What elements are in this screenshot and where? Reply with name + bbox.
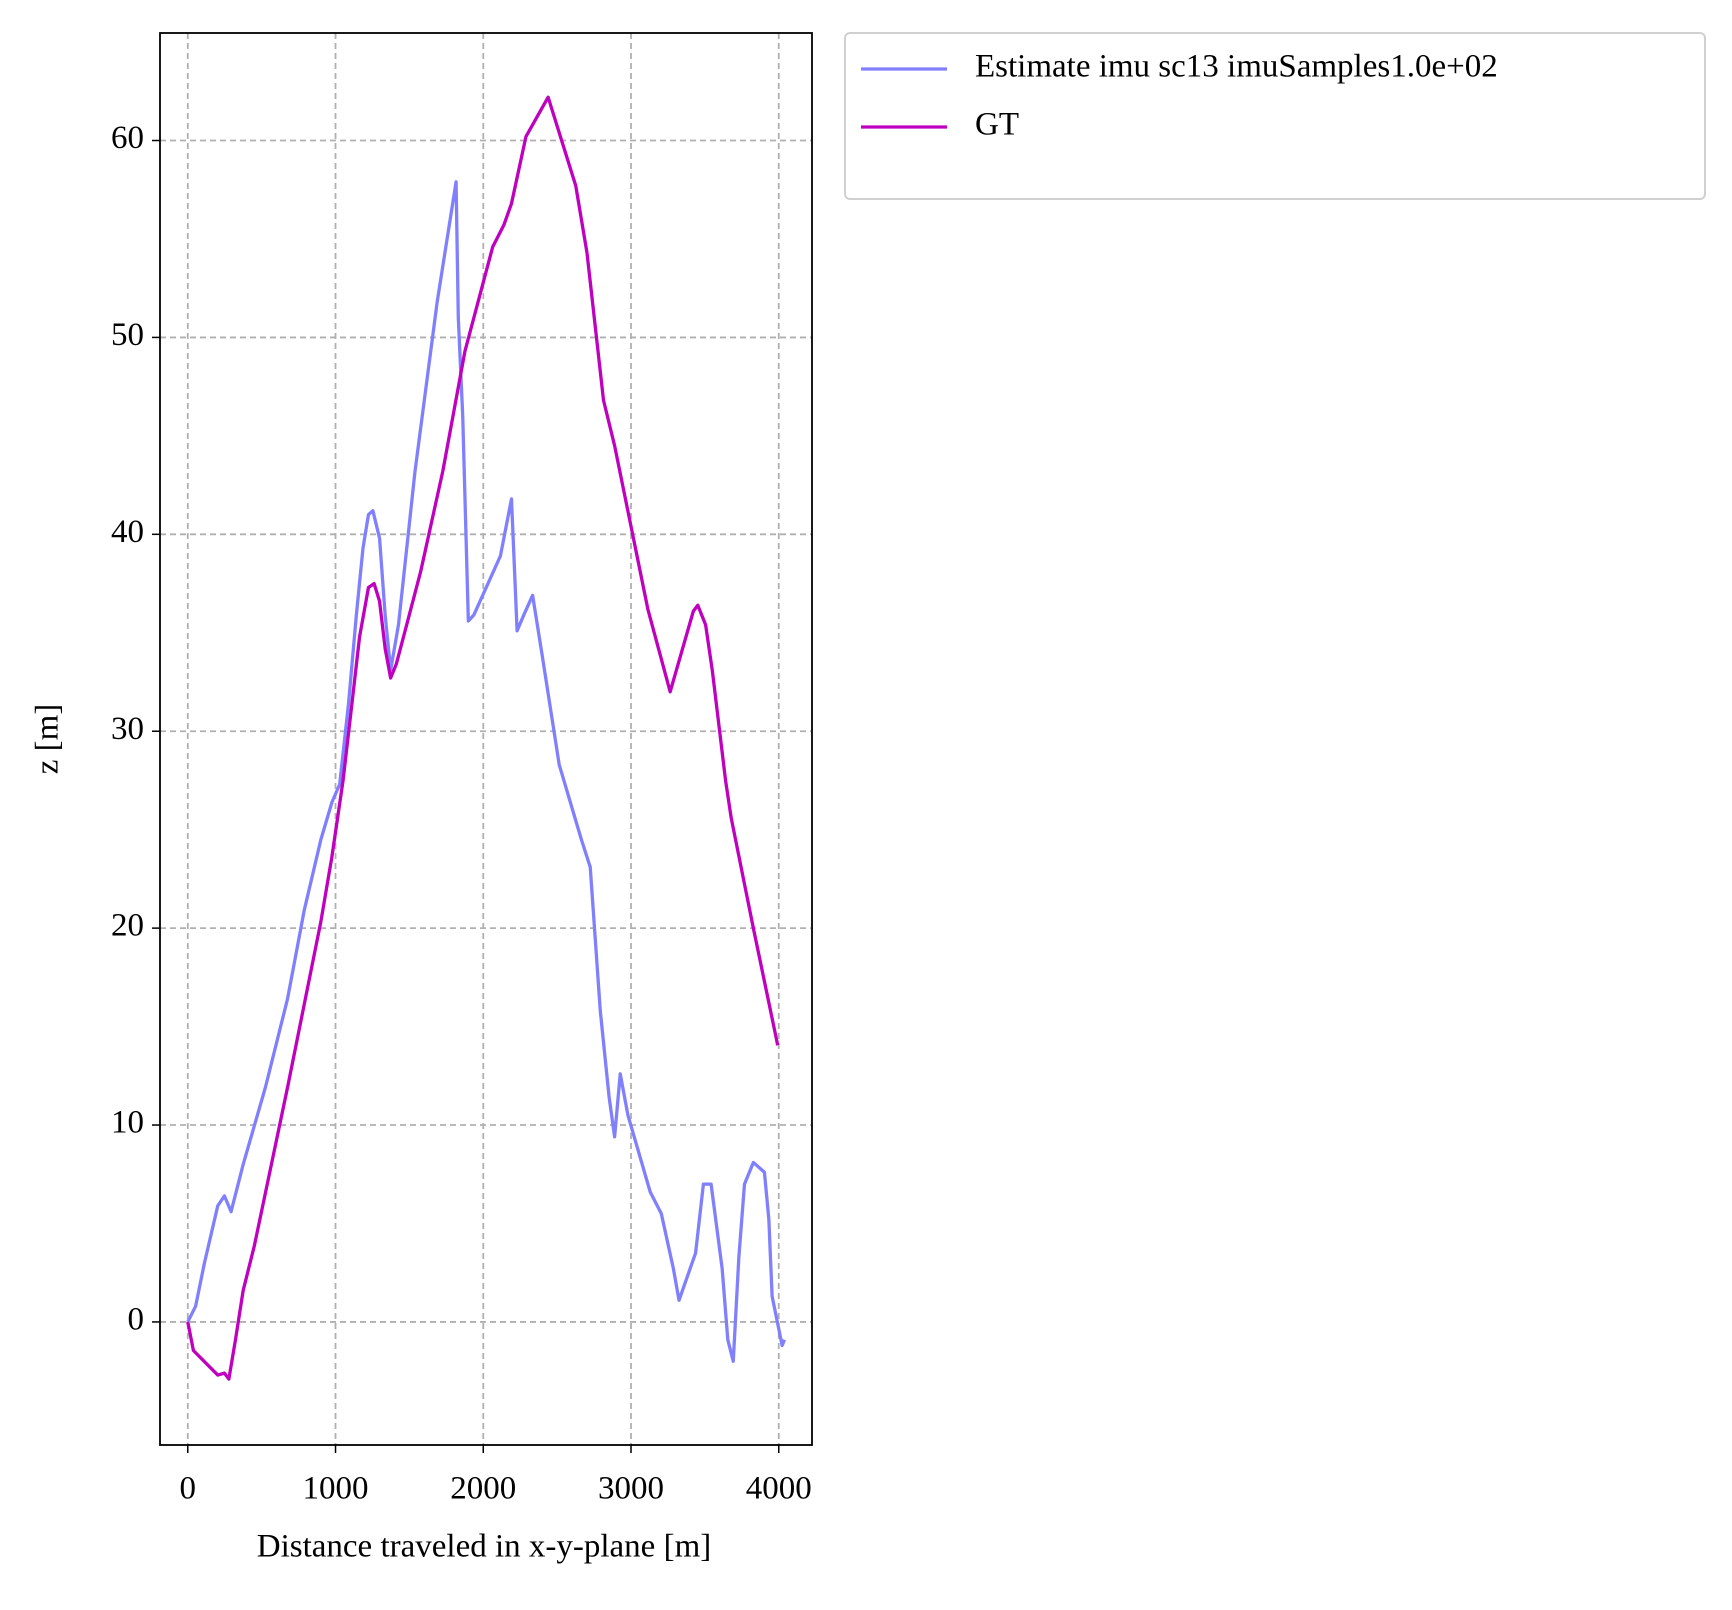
y-tick-label: 60 (111, 120, 144, 156)
y-tick-label: 20 (111, 908, 144, 944)
data-line (186, 95, 780, 1381)
y-tick-label: 40 (111, 514, 144, 550)
y-tick-label: 30 (111, 711, 144, 747)
legend-label: Estimate imu sc13 imuSamples1.0e+02 (975, 49, 1498, 85)
y-tick-label: 50 (111, 317, 144, 353)
y-axis-label: z [m] (30, 704, 66, 775)
plot-frame (159, 32, 813, 1446)
y-tick-label: 10 (111, 1105, 144, 1141)
data-line (186, 180, 786, 1363)
x-tick-label: 3000 (598, 1471, 664, 1507)
x-tick-label: 0 (180, 1471, 197, 1507)
y-tick-label: 0 (128, 1302, 145, 1338)
legend-box (844, 32, 1706, 200)
x-tick-label: 1000 (303, 1471, 369, 1507)
x-tick-label: 2000 (450, 1471, 516, 1507)
legend-label: GT (975, 107, 1019, 143)
x-axis-label: Distance traveled in x-y-plane [m] (257, 1529, 711, 1565)
x-tick-label: 4000 (746, 1471, 812, 1507)
